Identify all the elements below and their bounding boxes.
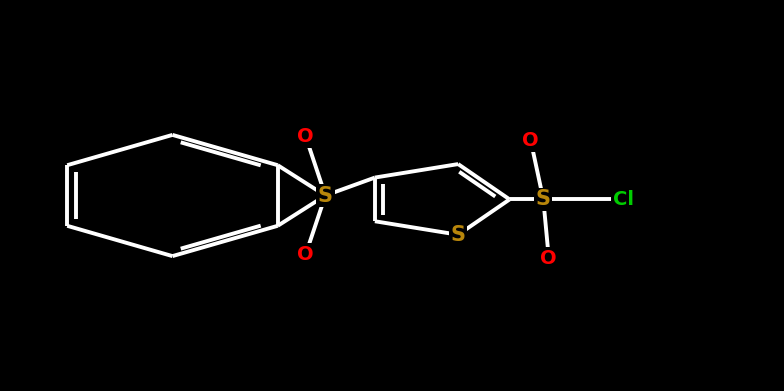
Text: O: O xyxy=(297,245,314,264)
Text: O: O xyxy=(540,249,557,267)
Text: O: O xyxy=(297,127,314,146)
Text: S: S xyxy=(451,225,466,245)
Text: Cl: Cl xyxy=(613,190,633,209)
Text: S: S xyxy=(535,189,551,210)
Text: S: S xyxy=(318,185,333,206)
Text: O: O xyxy=(522,131,539,150)
